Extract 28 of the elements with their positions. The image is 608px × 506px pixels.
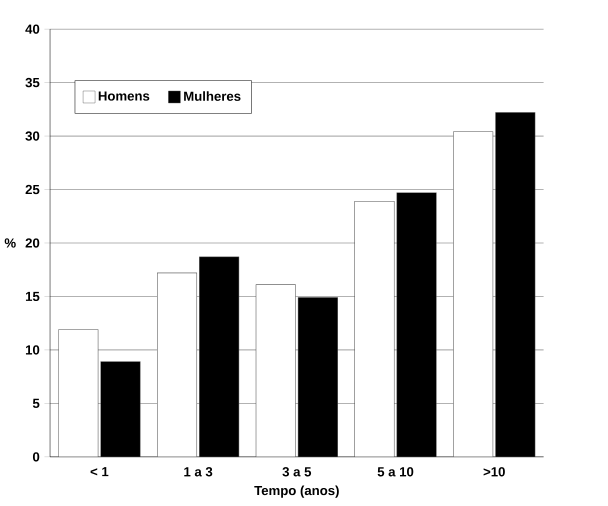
y-tick-label: 5 xyxy=(32,399,40,408)
y-tick-label: 30 xyxy=(25,132,40,141)
bar xyxy=(396,192,437,458)
bar xyxy=(354,201,394,458)
y-axis-title: % xyxy=(4,238,16,248)
x-tick-label: >10 xyxy=(484,467,505,477)
bar xyxy=(199,256,240,458)
x-axis-title: Tempo (anos) xyxy=(254,486,339,498)
x-tick-label: < 1 xyxy=(90,467,108,476)
bar xyxy=(157,272,198,458)
x-tick-label: 5 a 10 xyxy=(378,467,414,477)
y-tick-label: 25 xyxy=(26,185,40,194)
bar xyxy=(256,284,296,458)
y-tick-label: 35 xyxy=(25,78,40,88)
y-tick-label: 15 xyxy=(26,292,40,302)
bar xyxy=(298,297,338,458)
y-tick-label: 40 xyxy=(25,24,40,34)
y-tick-label: 10 xyxy=(26,345,40,355)
legend-label: Homens xyxy=(98,92,150,101)
y-tick-label: 20 xyxy=(26,238,40,248)
bar xyxy=(453,132,494,458)
y-tick-label: 0 xyxy=(32,452,40,462)
bar xyxy=(100,362,140,458)
x-tick-label: 3 a 5 xyxy=(282,467,312,477)
legend-label: Mulheres xyxy=(184,91,240,102)
x-tick-label: 1 a 3 xyxy=(184,467,212,477)
bar xyxy=(58,330,98,458)
bar xyxy=(495,112,536,458)
